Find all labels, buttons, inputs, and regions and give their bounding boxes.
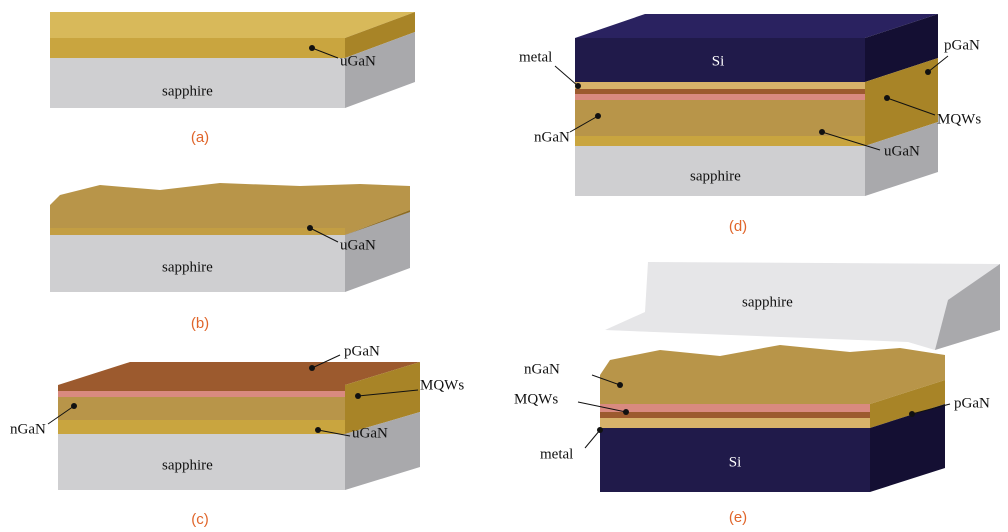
- ngan-front: [58, 397, 345, 420]
- ugan-front: [50, 38, 345, 58]
- layer-label: uGaN: [352, 425, 388, 441]
- mqw-front: [575, 94, 865, 100]
- panel-b: uGaN sapphire (b): [50, 183, 410, 332]
- panel-caption: (e): [729, 509, 747, 526]
- diagram: uGaN sapphire (a) uGaN sapphire (b) pGaN…: [0, 0, 1008, 532]
- layer-label: uGaN: [340, 237, 376, 253]
- panel-caption: (b): [191, 315, 209, 332]
- ugan-front: [58, 420, 345, 434]
- layer-label: uGaN: [884, 143, 920, 159]
- ugan-front: [50, 228, 345, 235]
- leader-line: [555, 66, 578, 86]
- layer-label: MQWs: [420, 377, 464, 393]
- layer-label: nGaN: [534, 129, 570, 145]
- layer-label: sapphire: [162, 457, 213, 473]
- layer-label: pGaN: [344, 343, 380, 359]
- layer-label: metal: [540, 446, 573, 462]
- panel-e: sapphire nGaN MQWs pGaN metal Si (e): [514, 262, 1000, 526]
- layer-label: pGaN: [944, 37, 980, 53]
- layer-label: nGaN: [10, 421, 46, 437]
- metal-front: [600, 418, 870, 428]
- layer-label: sapphire: [690, 168, 741, 184]
- layer-label: pGaN: [954, 395, 990, 411]
- layer-label: metal: [519, 49, 552, 65]
- layer-label: uGaN: [340, 53, 376, 69]
- layer-label: MQWs: [937, 111, 981, 127]
- layer-label: sapphire: [162, 259, 213, 275]
- layer-label: sapphire: [162, 83, 213, 99]
- layer-label: Si: [712, 53, 725, 69]
- panel-d: Si metal pGaN MQWs nGaN uGaN sapphire (d…: [519, 14, 981, 235]
- layer-label: sapphire: [742, 294, 793, 310]
- pgan-front: [58, 385, 345, 391]
- ugan-front: [575, 136, 865, 146]
- ugan-rough: [50, 183, 410, 235]
- panel-caption: (a): [191, 129, 209, 146]
- layer-label: MQWs: [514, 391, 558, 407]
- ngan-rough: [600, 345, 945, 404]
- mqw-front: [600, 404, 870, 412]
- panel-c: pGaN MQWs nGaN uGaN sapphire (c): [10, 343, 464, 528]
- layer-label: Si: [729, 454, 742, 470]
- metal-front: [575, 82, 865, 89]
- leader-line: [585, 430, 600, 448]
- layer-label: nGaN: [524, 361, 560, 377]
- pgan-front: [575, 89, 865, 94]
- panel-caption: (c): [191, 511, 209, 528]
- pgan-front: [600, 412, 870, 418]
- panel-a: uGaN sapphire (a): [50, 12, 415, 146]
- panel-caption: (d): [729, 218, 747, 235]
- mqw-front: [58, 391, 345, 397]
